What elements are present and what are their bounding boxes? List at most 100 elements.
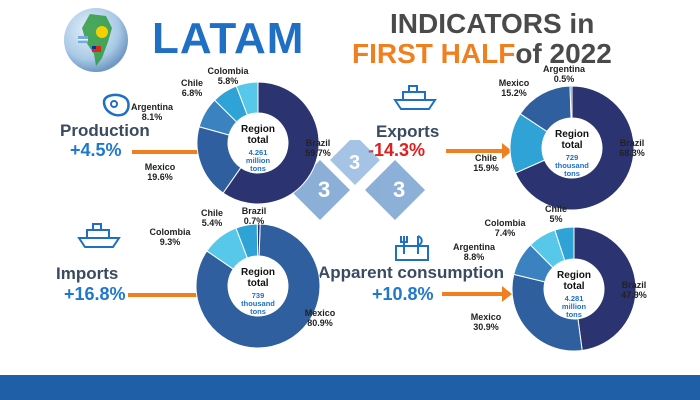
center-total-unit: million [245,156,271,165]
slice-country-name: Brazil [619,138,645,148]
logo-digit-2: 3 [349,152,361,174]
center-total-value: 739 [251,291,265,300]
center-total-value: 4.261 [248,148,268,157]
exports-center-label: Region total 729 thousand tons [544,129,600,178]
latam-title: LATAM [152,14,305,63]
slice-country-name: Mexico [144,162,176,172]
exports-slice-label-mexico: Mexico 15.2% [492,78,536,98]
slice-country-name: Colombia [484,218,526,228]
apparent_consumption-slice-label-argentina: Argentina 8.8% [452,242,496,262]
exports-slice-label-brazil: Brazil 68.3% [610,138,654,158]
slice-country-name: Brazil [241,206,267,216]
imports-label: Imports [56,264,119,283]
apparent_consumption-slice-label-colombia: Colombia 7.4% [483,218,527,238]
exports-slice-label-argentina: Argentina 0.5% [542,64,586,84]
first-half-title: FIRST HALFof 2022 [352,38,612,70]
slice-country-name: Chile [544,204,567,214]
consumption-change: +10.8% [372,284,434,304]
production-slice-label-colombia: Colombia 5.8% [206,66,250,86]
center-title-line1: Region [241,267,275,278]
cutlery-icon [395,235,429,261]
apparent_consumption-center-label: Region total 4.281 million tons [546,270,602,319]
slice-percentage: 5% [549,214,563,224]
slice-percentage: 59.7% [305,148,331,158]
center-total-unit: million [561,302,587,311]
slice-country-name: Mexico [304,308,336,318]
center-title-line2: total [247,135,269,146]
slice-percentage: 6.8% [181,88,203,98]
steak-icon [102,93,130,117]
slice-country-name: Chile [474,153,497,163]
slice-percentage: 8.1% [141,112,163,122]
consumption-arrow [442,286,512,302]
slice-percentage: 19.6% [147,172,173,182]
exports-change: -14.3% [368,140,426,160]
center-title-line2: total [563,281,585,292]
imports-center-label: Region total 739 thousand tons [230,267,286,316]
consumption-label: Apparent consumption [318,263,505,282]
apparent_consumption-slice-label-chile: Chile 5% [534,204,578,224]
slice-country-name: Brazil [621,280,647,290]
exports-arrow [446,143,512,159]
of-year-text: of 2022 [515,38,612,69]
indicators-title: INDICATORS in [390,8,595,39]
imports-change: +16.8% [64,284,126,304]
slice-country-name: Brazil [305,138,331,148]
center-title-line1: Region [555,129,589,140]
production-label: Production [60,121,150,140]
footer-bar [0,375,700,400]
center-total-unit-tons: tons [564,169,580,178]
exports-slice-label-chile: Chile 15.9% [464,153,508,173]
production-slice-label-argentina: Argentina 8.1% [130,102,174,122]
production-slice-label-brazil: Brazil 59.7% [296,138,340,158]
production-slice-label-mexico: Mexico 19.6% [138,162,182,182]
apparent_consumption-slice-label-mexico: Mexico 30.9% [464,312,508,332]
slice-percentage: 9.3% [159,237,181,247]
slice-percentage: 7.4% [494,228,516,238]
slice-country-name: Argentina [130,102,173,112]
slice-percentage: 47.9% [621,290,647,300]
production-slice-label-chile: Chile 6.8% [170,78,214,98]
imports-slice-label-colombia: Colombia 9.3% [148,227,192,247]
logo-digit-3: 3 [393,177,406,202]
globe-icon [64,8,128,72]
ship-icon [393,85,437,110]
logo-digit-1: 3 [318,177,331,202]
slice-percentage: 15.9% [473,163,499,173]
slice-percentage: 15.2% [501,88,527,98]
center-title-line1: Region [241,124,275,135]
slice-percentage: 5.8% [217,76,239,86]
center-total-unit-tons: tons [250,307,266,316]
center-title-line2: total [247,278,269,289]
production-change: +4.5% [70,140,122,160]
slice-country-name: Chile [180,78,203,88]
first-half-text: FIRST HALF [352,38,516,69]
center-title-line1: Region [557,270,591,281]
slice-country-name: Chile [200,208,223,218]
slice-country-name: Mexico [470,312,502,322]
slice-country-name: Mexico [498,78,530,88]
center-total-unit-tons: tons [250,164,266,173]
slice-country-name: Argentina [452,242,495,252]
center-total-unit-tons: tons [566,310,582,319]
slice-percentage: 5.4% [201,218,223,228]
slice-percentage: 0.5% [553,74,575,84]
center-total-unit: thousand [241,299,275,308]
slice-percentage: 0.7% [243,216,265,226]
slice-percentage: 30.9% [473,322,499,332]
chart-labels-layer: Brazil 59.7% Mexico 19.6% Argentina 8.1% Chile… [130,64,656,332]
slice-percentage: 68.3% [619,148,645,158]
imports-slice-label-chile: Chile 5.4% [190,208,234,228]
slice-country-name: Argentina [542,64,585,74]
center-total-unit: thousand [555,161,589,170]
imports-slice-label-mexico: Mexico 80.9% [298,308,342,328]
center-total-value: 4.281 [564,294,584,303]
exports-label: Exports [376,122,440,141]
center-total-value: 729 [565,153,579,162]
slice-percentage: 80.9% [307,318,333,328]
ship-icon [77,223,121,248]
slice-percentage: 8.8% [463,252,485,262]
production-center-label: Region total 4.261 million tons [230,124,286,173]
slice-country-name: Colombia [149,227,191,237]
apparent_consumption-slice-label-brazil: Brazil 47.9% [612,280,656,300]
